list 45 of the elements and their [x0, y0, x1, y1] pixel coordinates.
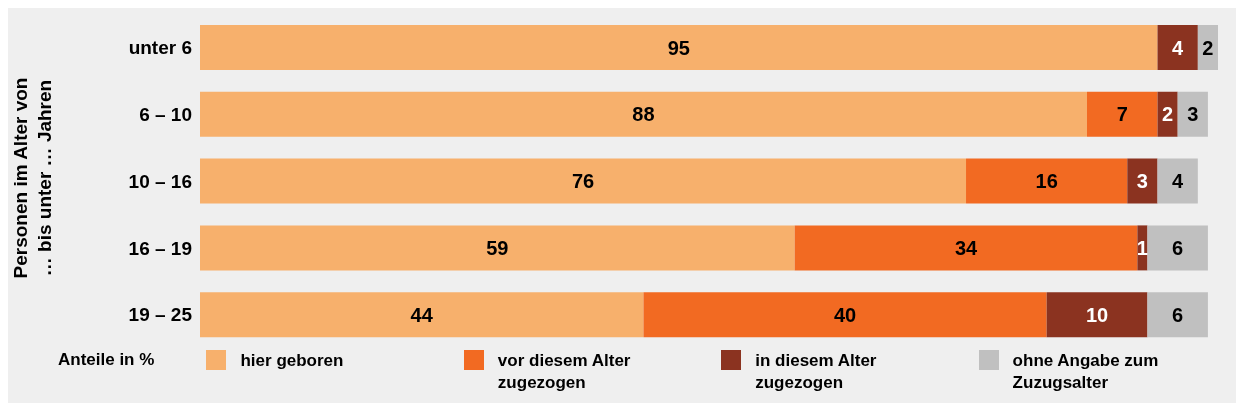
bar — [1046, 292, 1148, 338]
legend-label: in diesem Alter zugezogen — [755, 350, 878, 394]
bar — [794, 225, 1138, 271]
bar — [200, 91, 1087, 137]
data-label: 6 — [1172, 303, 1184, 326]
data-label: 40 — [833, 303, 857, 326]
data-label: 4 — [1172, 36, 1185, 59]
bar — [200, 292, 644, 338]
data-label: 76 — [571, 170, 595, 193]
bar — [966, 158, 1128, 204]
y-tick-label: 6 – 10 — [139, 103, 192, 125]
bar — [200, 158, 967, 204]
y-tick-label: 16 – 19 — [128, 237, 192, 259]
bar — [200, 225, 795, 271]
data-label: 3 — [1187, 103, 1199, 126]
bar — [1157, 158, 1198, 204]
data-label: 4 — [1172, 170, 1185, 193]
data-label: 44 — [410, 303, 434, 326]
data-label: 3 — [1136, 170, 1148, 193]
data-label: 88 — [632, 103, 655, 126]
legend-title: Anteile in % — [58, 350, 156, 370]
legend-label: ohne Angabe zum Zuzugsalter — [1012, 350, 1160, 394]
bar — [1147, 225, 1208, 271]
data-label: 6 — [1172, 237, 1184, 259]
bar — [643, 292, 1047, 338]
legend-label: vor diesem Alter zugezogen — [497, 350, 632, 394]
data-label: 95 — [667, 36, 690, 59]
y-axis-title: Personen im Alter von … bis unter … Jahren — [9, 76, 56, 281]
bar — [1086, 91, 1158, 137]
data-label: 16 — [1035, 170, 1058, 193]
bar — [1157, 25, 1198, 70]
y-tick-label: unter 6 — [128, 37, 192, 59]
bar — [1147, 292, 1208, 338]
bar — [1127, 158, 1158, 204]
data-label: 2 — [1202, 36, 1214, 59]
bar — [1177, 91, 1208, 137]
data-label: 2 — [1162, 103, 1174, 126]
data-label: 59 — [486, 237, 509, 259]
data-label: 34 — [954, 237, 979, 259]
y-tick-label: 19 – 25 — [128, 304, 193, 326]
bar — [200, 25, 1158, 70]
legend-label: hier geboren — [240, 350, 345, 372]
data-label: 7 — [1116, 103, 1128, 126]
y-tick-label: 10 – 16 — [128, 170, 192, 192]
data-label: 10 — [1085, 303, 1109, 326]
